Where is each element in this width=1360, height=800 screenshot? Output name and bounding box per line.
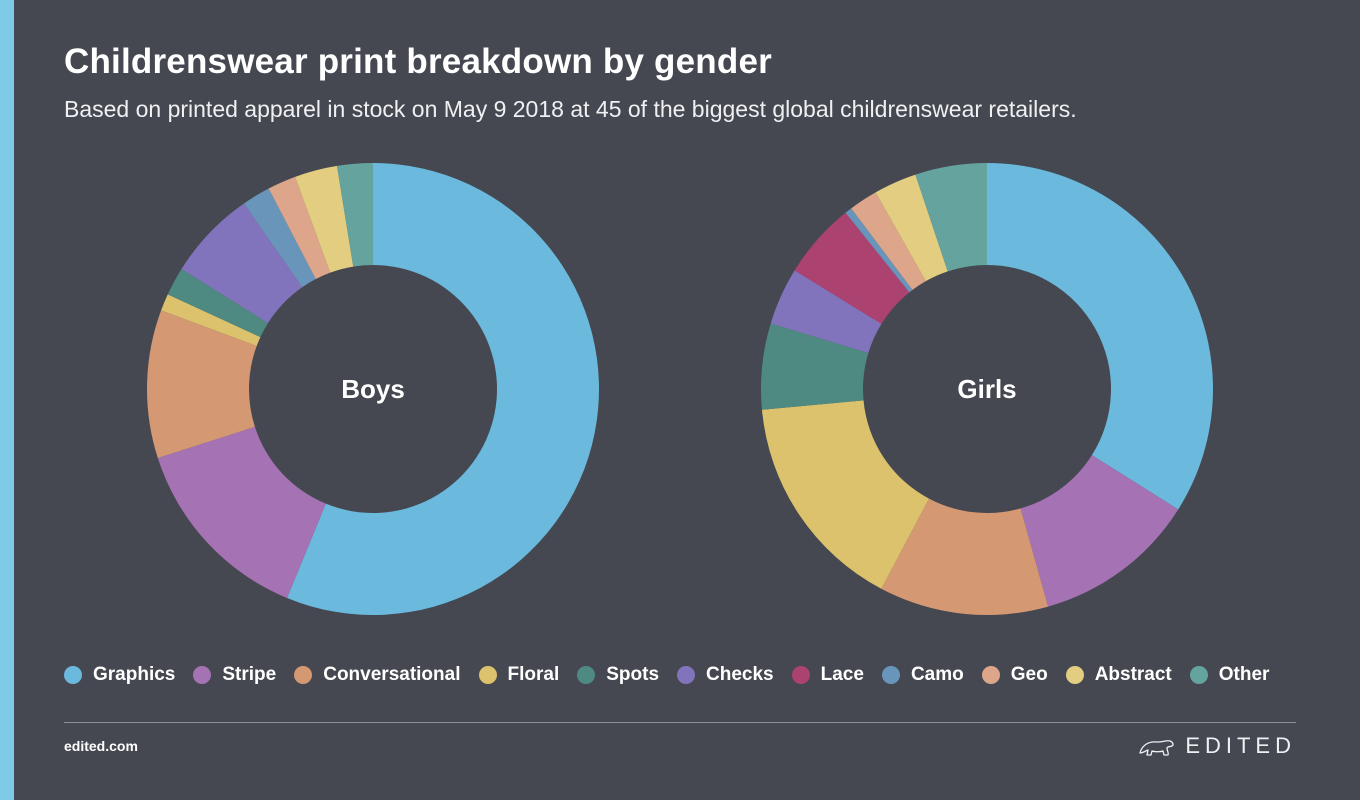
chart-subtitle: Based on printed apparel in stock on May… [64, 96, 1077, 122]
slice-boys-graphics [287, 163, 600, 615]
slice-girls-lace [794, 212, 910, 324]
donut-center-label: Boys [341, 374, 405, 404]
legend-label: Spots [606, 664, 660, 685]
slice-girls-geo [851, 192, 926, 290]
legend-swatch [881, 666, 900, 684]
legend-swatch [1065, 666, 1084, 684]
slice-boys-spots [167, 268, 268, 338]
accent-bar [0, 0, 14, 800]
legend-label: Checks [706, 664, 774, 685]
legend-label: Conversational [323, 664, 461, 685]
slice-boys-other [337, 163, 373, 267]
legend-item-conversational: Conversational [294, 664, 461, 686]
chart-title: Childrenswear print breakdown by gender [64, 42, 772, 81]
legend-swatch [1189, 666, 1208, 684]
legend-item-stripe: Stripe [193, 664, 276, 686]
slice-boys-checks [181, 203, 303, 324]
legend-item-floral: Floral [478, 664, 560, 686]
donut-charts: Boys Girls [147, 163, 1213, 615]
slice-boys-camo [243, 188, 316, 288]
legend-item-abstract: Abstract [1065, 664, 1172, 686]
brand-logo: EDITED [1137, 733, 1296, 759]
legend-item-camo: Camo [881, 664, 964, 686]
slice-girls-abstract [875, 174, 948, 282]
legend-label: Geo [1010, 664, 1048, 685]
legend-swatch [193, 666, 212, 684]
brand-name: EDITED [1185, 733, 1296, 758]
legend-item-other: Other [1189, 664, 1270, 686]
legend-item-lace: Lace [791, 664, 864, 686]
slice-girls-floral [761, 400, 930, 589]
slice-boys-floral [161, 294, 261, 346]
footer-divider [64, 722, 1296, 723]
slice-boys-geo [268, 176, 331, 280]
legend-label: Camo [910, 664, 964, 685]
slice-boys-abstract [295, 165, 354, 273]
legend-item-graphics: Graphics [64, 664, 175, 686]
legend-swatch [981, 666, 1000, 684]
legend-swatch [478, 666, 497, 684]
legend-label: Floral [507, 664, 560, 685]
slice-boys-conversational [147, 310, 257, 459]
polar-bear-icon [1139, 740, 1174, 756]
slice-girls-graphics [987, 163, 1213, 510]
donut-center-label: Girls [957, 374, 1016, 404]
slice-girls-spots [761, 323, 869, 410]
legend-label: Graphics [93, 664, 176, 685]
slice-girls-conversational [881, 498, 1049, 615]
slice-girls-other [915, 163, 987, 272]
slice-girls-stripe [1020, 455, 1179, 607]
legend: Graphics Stripe Conversational Floral Spots C… [64, 664, 1287, 686]
footer-url[interactable]: edited.com [64, 738, 138, 754]
legend-label: Abstract [1094, 664, 1172, 685]
legend-swatch [294, 666, 313, 684]
legend-swatch [577, 666, 596, 684]
legend-item-geo: Geo [981, 664, 1048, 686]
legend-swatch [677, 666, 696, 684]
legend-swatch [791, 666, 810, 684]
legend-label: Stripe [222, 664, 277, 685]
legend-item-checks: Checks [677, 664, 774, 686]
legend-label: Other [1218, 664, 1270, 685]
legend-item-spots: Spots [577, 664, 659, 686]
legend-swatch [64, 666, 82, 684]
slice-girls-camo [845, 208, 913, 293]
slice-girls-checks [770, 270, 882, 353]
slice-boys-stripe [157, 426, 326, 599]
legend-label: Lace [820, 664, 864, 685]
